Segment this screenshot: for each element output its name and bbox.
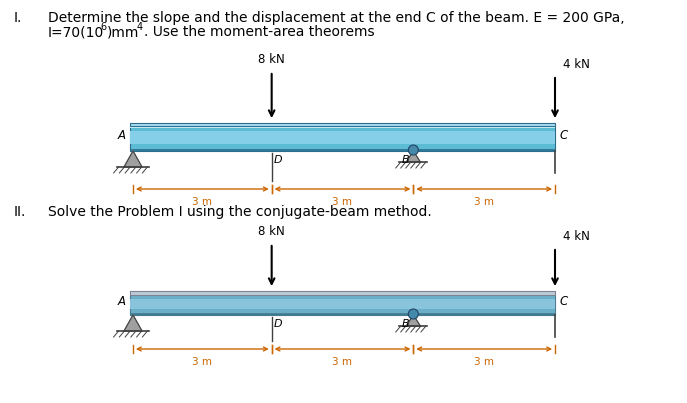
Bar bbox=[130, 123, 555, 151]
Text: B: B bbox=[401, 319, 409, 329]
Text: C: C bbox=[559, 129, 567, 142]
Circle shape bbox=[408, 145, 418, 155]
Text: C: C bbox=[559, 295, 567, 308]
Text: 4: 4 bbox=[137, 22, 143, 32]
Polygon shape bbox=[406, 151, 420, 162]
Text: 6: 6 bbox=[100, 22, 106, 32]
Text: 8 kN: 8 kN bbox=[258, 225, 285, 238]
Bar bbox=[130, 313, 555, 315]
Bar bbox=[130, 291, 555, 315]
Text: )mm: )mm bbox=[107, 25, 139, 39]
Bar bbox=[130, 299, 555, 309]
Text: II.: II. bbox=[14, 205, 26, 219]
Text: 4 kN: 4 kN bbox=[563, 58, 590, 71]
Text: 4 kN: 4 kN bbox=[563, 230, 590, 243]
Text: 3 m: 3 m bbox=[333, 197, 352, 207]
Text: I.: I. bbox=[14, 11, 23, 25]
Bar bbox=[130, 131, 555, 144]
Text: 3 m: 3 m bbox=[192, 357, 212, 367]
Text: A: A bbox=[118, 129, 126, 142]
Text: D: D bbox=[273, 319, 282, 329]
Text: D: D bbox=[273, 155, 282, 165]
Text: Determine the slope and the displacement at the end C of the beam. E = 200 GPa,: Determine the slope and the displacement… bbox=[48, 11, 624, 25]
Text: . Use the moment-area theorems: . Use the moment-area theorems bbox=[144, 25, 374, 39]
Bar bbox=[130, 123, 555, 125]
Bar bbox=[130, 291, 555, 295]
Text: 8 kN: 8 kN bbox=[258, 53, 285, 66]
Polygon shape bbox=[124, 151, 142, 167]
Text: I=70(10: I=70(10 bbox=[48, 25, 104, 39]
Text: 3 m: 3 m bbox=[192, 197, 212, 207]
Text: A: A bbox=[118, 295, 126, 308]
Bar bbox=[130, 149, 555, 151]
Circle shape bbox=[408, 309, 418, 319]
Polygon shape bbox=[124, 315, 142, 331]
Text: 3 m: 3 m bbox=[474, 357, 494, 367]
Text: 3 m: 3 m bbox=[333, 357, 352, 367]
Text: 3 m: 3 m bbox=[474, 197, 494, 207]
Bar bbox=[130, 125, 555, 128]
Text: Solve the Problem I using the conjugate-beam method.: Solve the Problem I using the conjugate-… bbox=[48, 205, 431, 219]
Text: B: B bbox=[401, 155, 409, 165]
Polygon shape bbox=[406, 315, 420, 326]
